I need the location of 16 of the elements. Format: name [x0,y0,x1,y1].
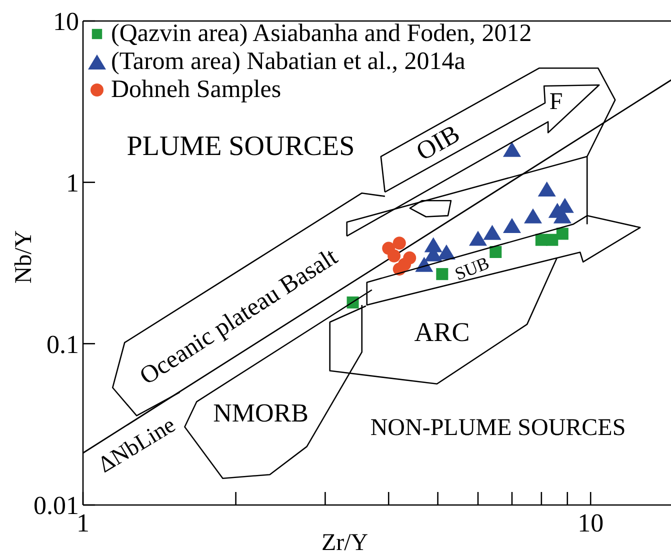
y-tick-label: 0.01 [34,491,79,520]
annotation: F [549,88,563,115]
annotation: OIB [411,118,465,166]
y-axis-title: Nb/Y [11,230,37,284]
y-tick-label: 0.1 [46,330,79,359]
annotation: SUB [452,252,492,284]
annotation: PLUME SOURCES [126,131,355,162]
y-tick-label: 1 [66,168,79,198]
annotation: NMORB [213,398,308,428]
legend-label: (Tarom area) Nabatian et al., 2014a [111,48,466,76]
annotation: NON-PLUME SOURCES [370,414,626,441]
annotation: ARC [414,316,470,347]
legend-label: (Qazvin area) Asiabanha and Foden, 2012 [111,20,532,48]
x-axis-title: Zr/Y [321,530,368,555]
y-tick-label: 10 [53,7,79,36]
legend-label: Dohneh Samples [111,76,282,104]
